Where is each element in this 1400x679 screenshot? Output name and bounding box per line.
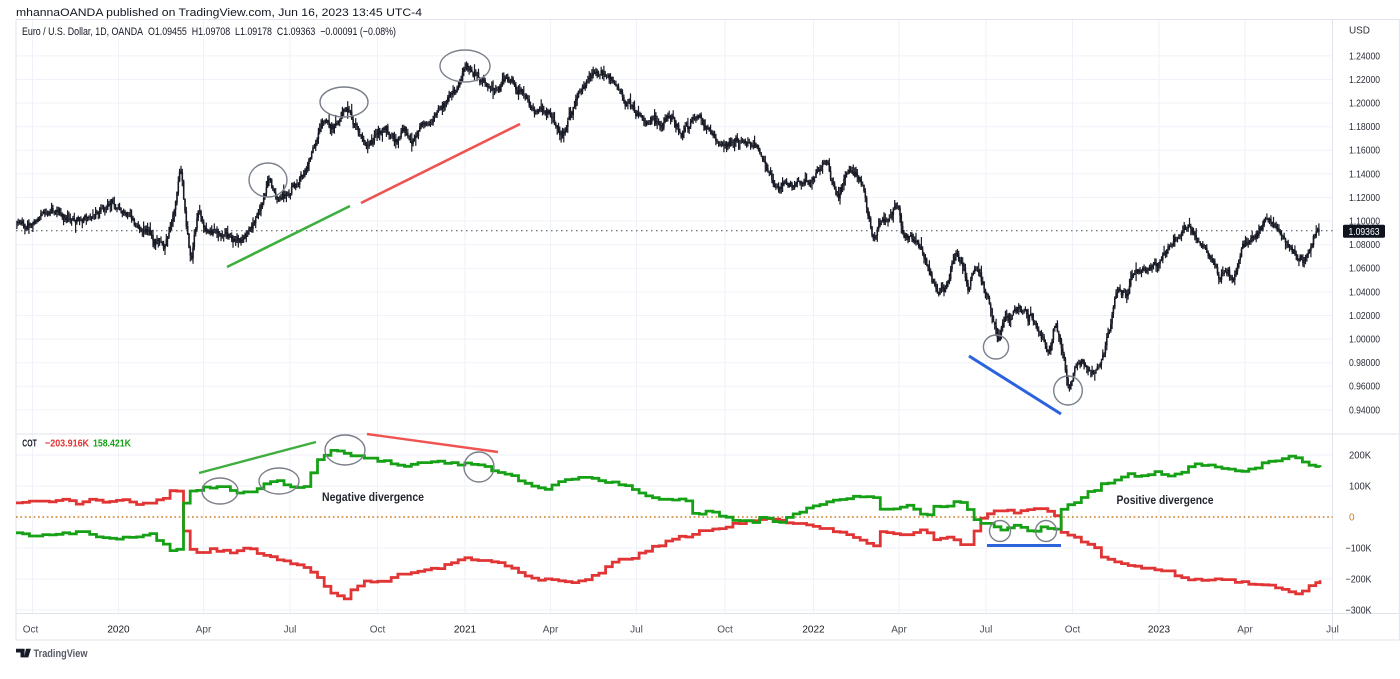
svg-text:0.94000: 0.94000 bbox=[1349, 405, 1380, 416]
svg-text:Oct: Oct bbox=[1065, 625, 1081, 636]
svg-text:Apr: Apr bbox=[196, 625, 212, 636]
svg-text:0.98000: 0.98000 bbox=[1349, 358, 1380, 369]
svg-text:1.16000: 1.16000 bbox=[1349, 146, 1380, 157]
svg-text:Jul: Jul bbox=[284, 625, 297, 636]
svg-text:Negative divergence: Negative divergence bbox=[322, 492, 424, 504]
svg-text:2020: 2020 bbox=[107, 625, 130, 636]
svg-text:1.08000: 1.08000 bbox=[1349, 240, 1380, 251]
svg-text:1.18000: 1.18000 bbox=[1349, 122, 1380, 133]
svg-text:1.10000: 1.10000 bbox=[1349, 217, 1380, 228]
svg-text:Apr: Apr bbox=[891, 625, 907, 636]
svg-text:Jul: Jul bbox=[630, 625, 643, 636]
svg-text:0: 0 bbox=[1349, 512, 1355, 523]
svg-text:1.24000: 1.24000 bbox=[1349, 51, 1380, 62]
svg-text:Jul: Jul bbox=[1326, 625, 1339, 636]
svg-text:1.06000: 1.06000 bbox=[1349, 264, 1380, 275]
svg-text:−100K: −100K bbox=[1346, 543, 1372, 554]
svg-text:2023: 2023 bbox=[1148, 625, 1171, 636]
svg-text:158.421K: 158.421K bbox=[93, 437, 131, 449]
svg-text:Oct: Oct bbox=[23, 625, 39, 636]
svg-text:1.02000: 1.02000 bbox=[1349, 311, 1380, 322]
svg-text:1.14000: 1.14000 bbox=[1349, 169, 1380, 180]
svg-text:2022: 2022 bbox=[802, 625, 825, 636]
svg-text:1.09363: 1.09363 bbox=[1349, 227, 1380, 238]
svg-text:TradingView: TradingView bbox=[34, 648, 88, 660]
svg-text:mhannaOANDA published on Tradi: mhannaOANDA published on TradingView.com… bbox=[16, 7, 422, 19]
svg-text:1.22000: 1.22000 bbox=[1349, 75, 1380, 86]
svg-text:Oct: Oct bbox=[717, 625, 733, 636]
svg-text:USD: USD bbox=[1349, 26, 1370, 37]
svg-text:1.20000: 1.20000 bbox=[1349, 99, 1380, 110]
svg-text:−200K: −200K bbox=[1346, 574, 1372, 585]
svg-text:200K: 200K bbox=[1349, 450, 1371, 461]
svg-text:1.12000: 1.12000 bbox=[1349, 193, 1380, 204]
svg-text:100K: 100K bbox=[1349, 481, 1371, 492]
svg-text:COT: COT bbox=[22, 437, 37, 449]
svg-text:0.96000: 0.96000 bbox=[1349, 382, 1380, 393]
svg-text:Jul: Jul bbox=[980, 625, 993, 636]
svg-text:1.00000: 1.00000 bbox=[1349, 335, 1380, 346]
svg-text:Positive divergence: Positive divergence bbox=[1117, 495, 1214, 507]
svg-text:−300K: −300K bbox=[1346, 605, 1372, 616]
svg-text:2021: 2021 bbox=[454, 625, 477, 636]
svg-text:Apr: Apr bbox=[1237, 625, 1253, 636]
svg-text:Oct: Oct bbox=[370, 625, 386, 636]
svg-text:−203.916K: −203.916K bbox=[45, 437, 89, 449]
svg-text:Euro / U.S. Dollar, 1D, OANDA: Euro / U.S. Dollar, 1D, OANDA O1.09455 H… bbox=[22, 26, 396, 38]
svg-text:Apr: Apr bbox=[543, 625, 559, 636]
svg-text:1.04000: 1.04000 bbox=[1349, 287, 1380, 298]
